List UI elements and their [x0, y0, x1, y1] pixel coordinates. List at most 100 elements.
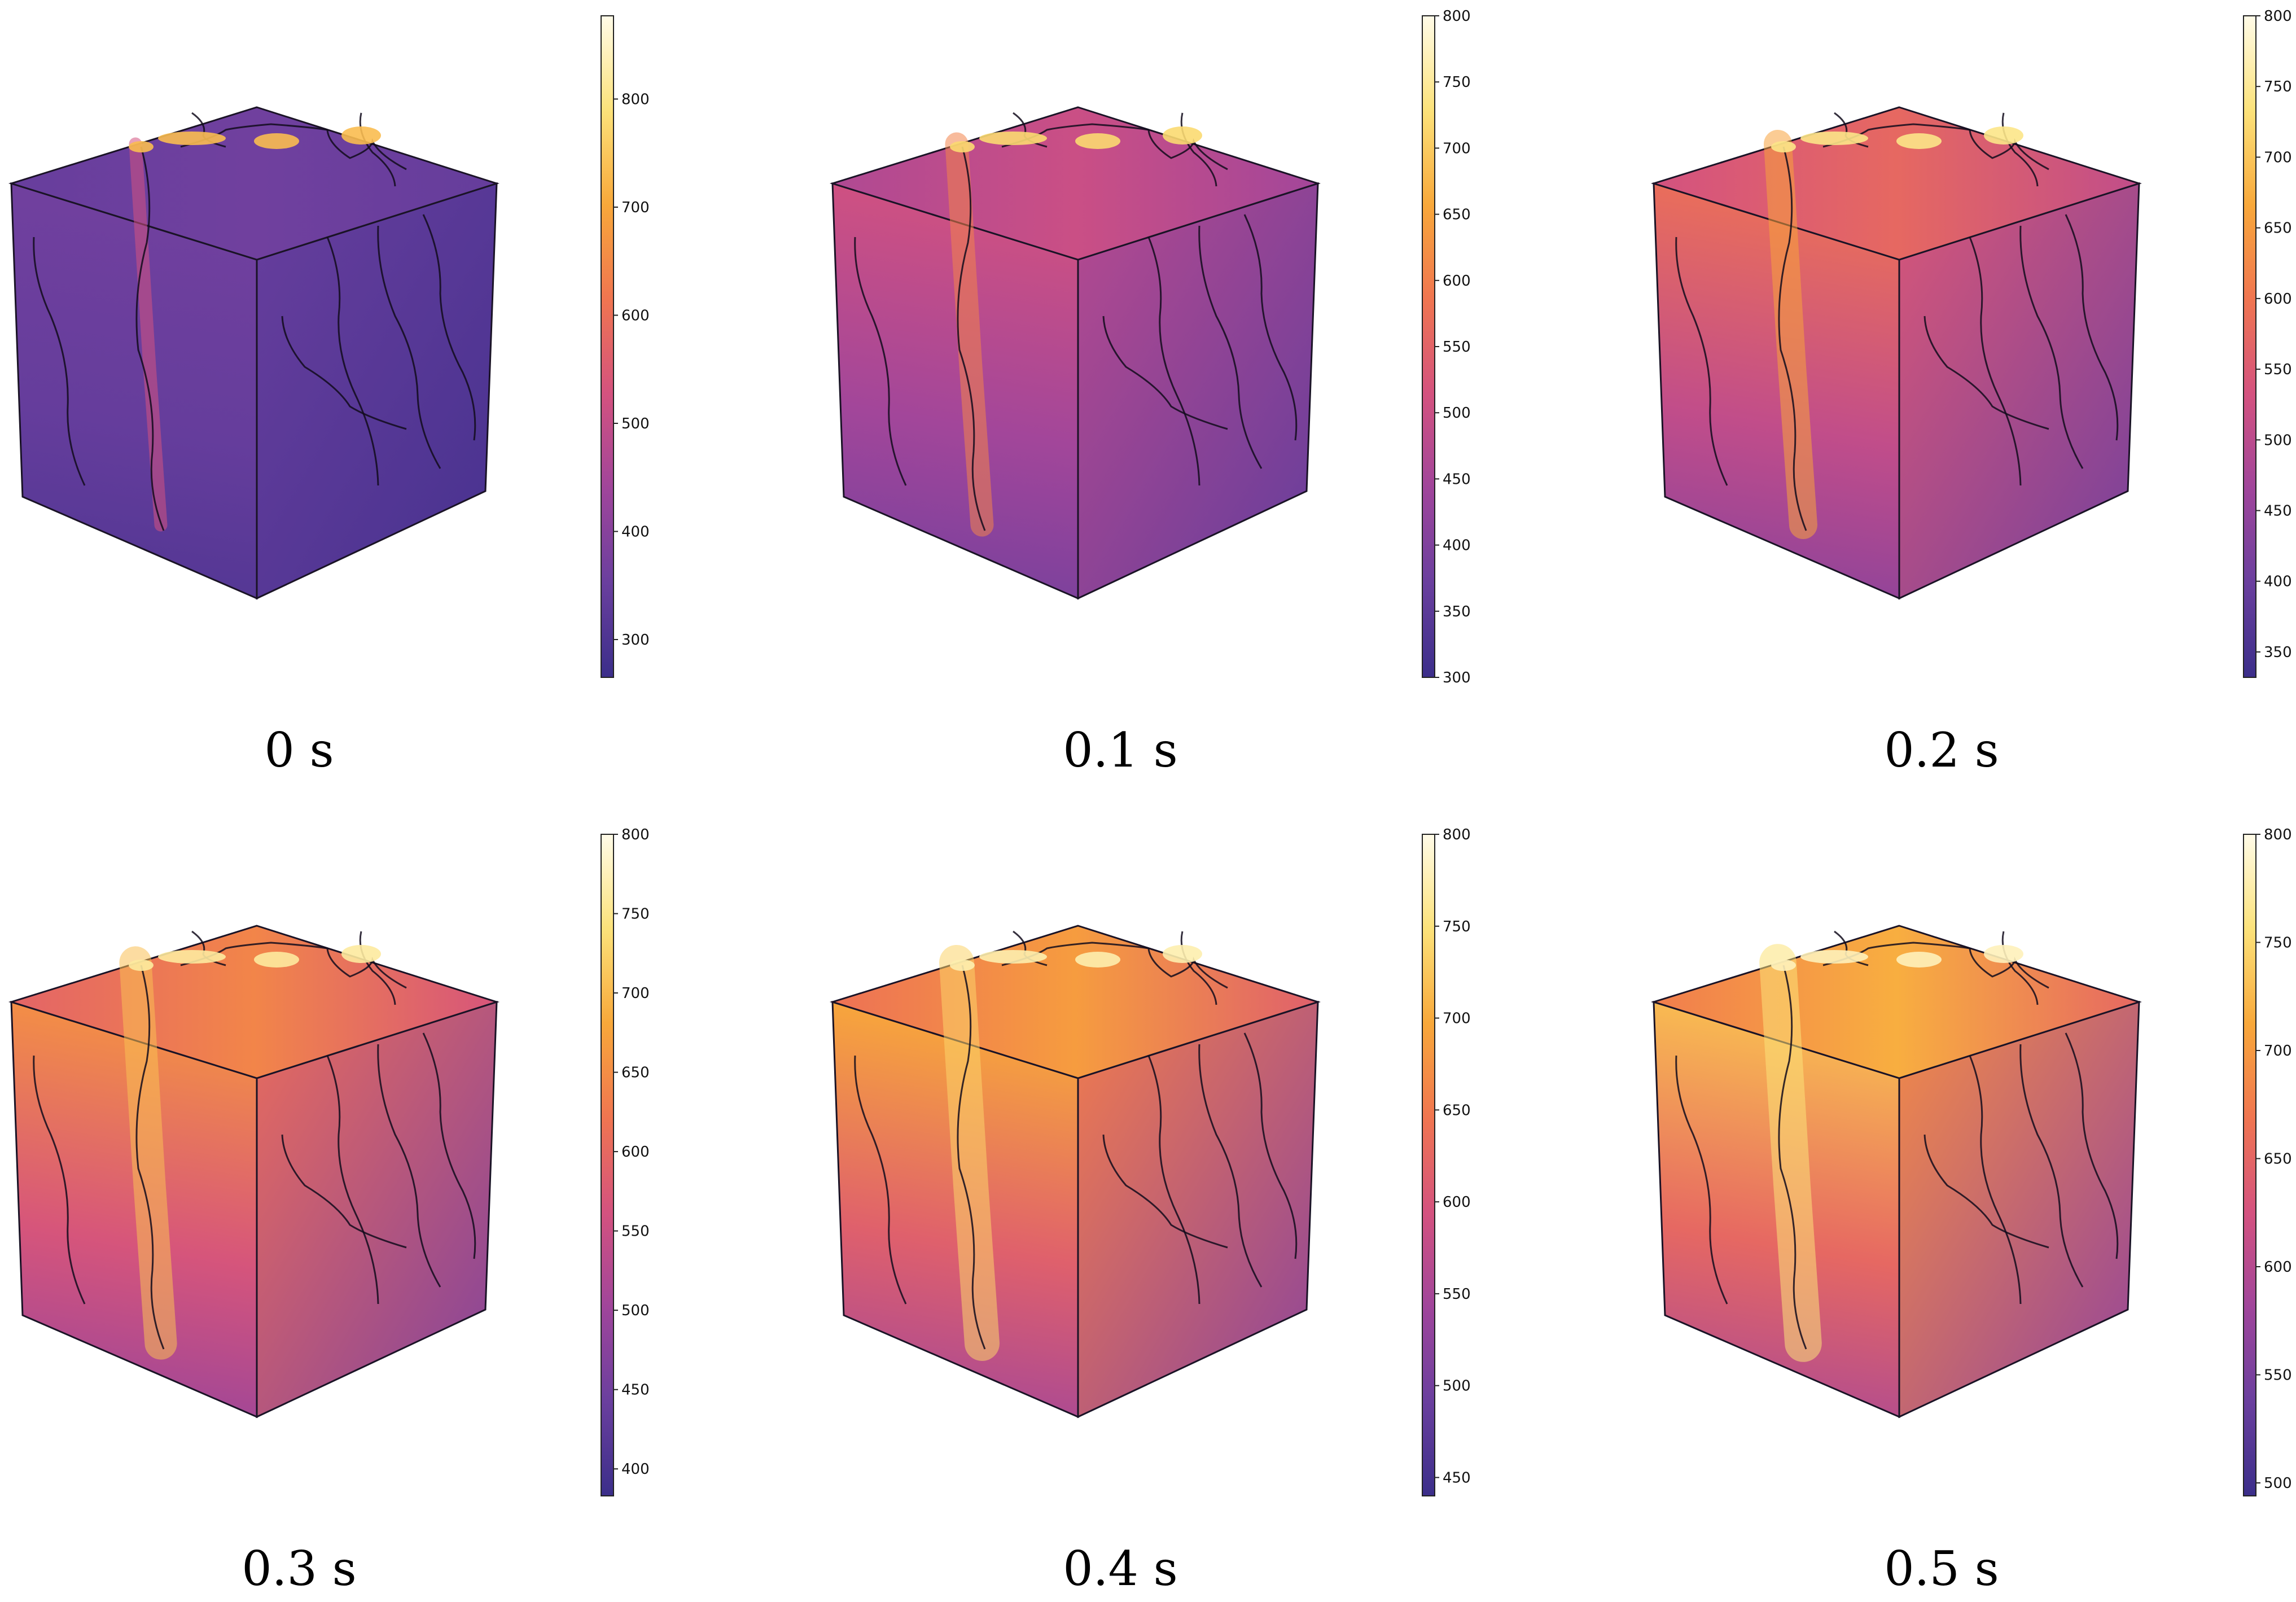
colorbar	[1422, 15, 1435, 678]
colorbar-tick-label: 750	[2264, 935, 2292, 952]
colorbar-tick-label: 500	[621, 415, 650, 432]
crack-line	[1243, 1032, 1298, 1259]
hot-streak	[1764, 130, 1817, 539]
time-label: 0.4 s	[1063, 1541, 1178, 1596]
crack-line	[422, 214, 476, 441]
crack-line	[326, 1055, 379, 1305]
colorbar-tick-label: 500	[2264, 432, 2292, 449]
crack-line	[854, 1055, 907, 1305]
panel-0: 300 400 500 600 700 800	[8, 15, 650, 678]
hot-spot	[129, 960, 154, 971]
hot-spot	[1984, 126, 2023, 145]
colorbar-tick-label: 450	[1443, 1469, 1471, 1486]
colorbar-tick-label: 550	[2264, 1367, 2292, 1384]
colorbar-tick-label: 600	[621, 1144, 650, 1161]
colorbar-tick-label: 400	[1443, 537, 1471, 554]
colorbar-tick-label: 300	[1443, 669, 1471, 686]
hot-spot	[1163, 126, 1202, 145]
crack-line	[957, 146, 986, 531]
crack-line	[281, 1134, 407, 1249]
colorbar-tick-label: 700	[621, 199, 650, 216]
colorbar-tick-label: 700	[621, 985, 650, 1002]
crack-line	[377, 225, 441, 469]
hot-spot	[1075, 952, 1120, 968]
colorbar-tick-label: 500	[1443, 405, 1471, 422]
colorbar-tick-label: 800	[621, 826, 650, 843]
crack-line	[33, 237, 86, 486]
colorbar-tick-label: 800	[1443, 8, 1471, 25]
colorbar-tick-label: 550	[1443, 1286, 1471, 1303]
colorbar-tick-label: 800	[2264, 826, 2292, 843]
crack-line	[1778, 965, 1807, 1350]
crack-line	[33, 1055, 86, 1305]
colorbar-tick-label: 750	[1443, 74, 1471, 91]
crack-line	[1243, 214, 1298, 441]
crack-line	[1969, 1055, 2022, 1305]
hot-spot	[979, 132, 1047, 145]
colorbar-tick-label: 700	[2264, 149, 2292, 166]
hot-spot	[158, 950, 226, 964]
colorbar	[1422, 834, 1435, 1496]
colorbar-tick-label: 700	[1443, 140, 1471, 157]
panels-layer: 300 400 500 600 700 800 300 350 400 450 500 550 600 6…	[8, 8, 2292, 1496]
hot-spot	[1800, 132, 1868, 145]
hot-spot	[950, 141, 975, 152]
panel-2: 350 400 450 500 550 600 650 700 750 800	[1650, 8, 2292, 678]
crack-line	[1923, 316, 2049, 430]
colorbar-tick-label: 700	[2264, 1043, 2292, 1060]
colorbar-tick-label: 800	[1443, 826, 1471, 843]
crack-line	[1675, 1055, 1728, 1305]
colorbar-tick-label: 600	[1443, 1194, 1471, 1211]
crack-line	[1198, 225, 1263, 469]
crack-line	[281, 316, 407, 430]
panel-4: 450 500 550 600 650 700 750 800	[829, 826, 1471, 1496]
hot-spot	[950, 960, 975, 971]
colorbar	[601, 15, 614, 678]
hot-spot	[1075, 133, 1120, 149]
hot-spot	[254, 133, 299, 149]
hot-spot	[254, 952, 299, 968]
colorbar-tick-label: 550	[1443, 339, 1471, 356]
hot-spot	[129, 141, 154, 152]
crack-line	[135, 146, 165, 531]
colorbar-tick-label: 600	[2264, 291, 2292, 308]
colorbar-tick-label: 450	[2264, 502, 2292, 519]
colorbar-tick-label: 750	[1443, 918, 1471, 935]
crack-line	[1102, 1134, 1228, 1249]
time-label: 0 s	[264, 723, 334, 778]
hot-spot	[1984, 945, 2023, 963]
hot-streak	[129, 137, 168, 532]
colorbar-tick-label: 500	[2264, 1475, 2292, 1492]
colorbar-tick-label: 650	[2264, 1151, 2292, 1168]
colorbar	[2243, 15, 2256, 678]
crack-line	[422, 1032, 476, 1259]
hot-streak	[1759, 944, 1822, 1362]
colorbar-tick-label: 600	[1443, 273, 1471, 290]
crack-line	[2065, 214, 2119, 441]
colorbar-tick-label: 500	[621, 1302, 650, 1319]
colorbar-tick-label: 750	[621, 906, 650, 923]
colorbar	[2243, 834, 2256, 1496]
crack-line	[1147, 237, 1200, 486]
colorbar-tick-label: 650	[621, 1065, 650, 1082]
colorbar-tick-label: 400	[621, 523, 650, 540]
hot-streak	[119, 946, 177, 1360]
colorbar-tick-label: 400	[2264, 574, 2292, 590]
crack-line	[1198, 1044, 1263, 1288]
hot-spot	[1896, 133, 1942, 149]
crack-line	[1180, 112, 1217, 187]
crack-line	[2001, 931, 2039, 1005]
crack-line	[957, 965, 986, 1350]
colorbar-tick-label: 600	[2264, 1259, 2292, 1276]
colorbar-tick-label: 450	[1443, 471, 1471, 488]
colorbar-tick-label: 650	[1443, 207, 1471, 224]
crack-line	[2001, 112, 2039, 187]
hot-streak	[945, 132, 994, 537]
hot-spot	[1163, 945, 1202, 963]
colorbar-tick-label: 500	[1443, 1378, 1471, 1395]
crack-line	[1180, 931, 1217, 1005]
crack-line	[326, 129, 407, 170]
colorbar-tick-label: 650	[2264, 220, 2292, 237]
hot-streak	[939, 945, 1000, 1361]
